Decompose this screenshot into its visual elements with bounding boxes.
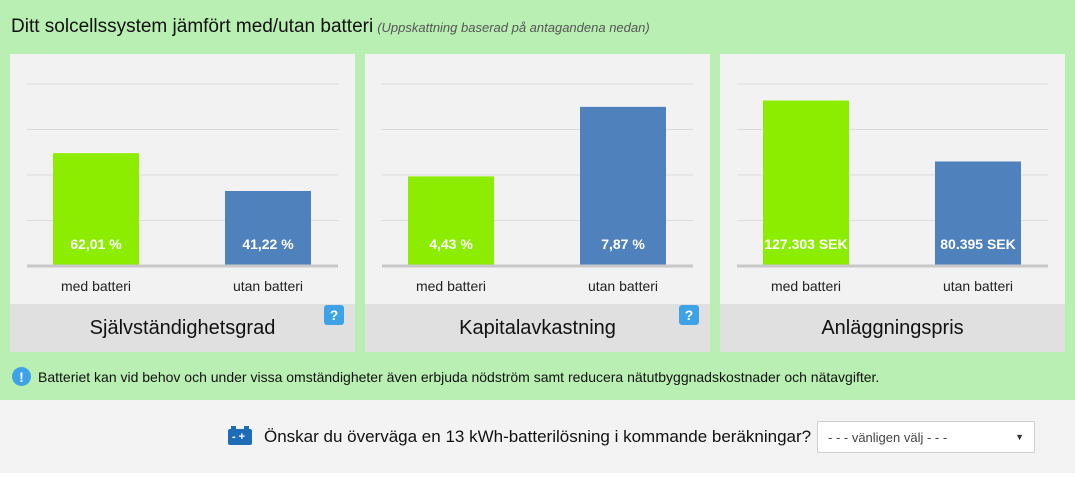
- battery-question: -+ Önskar du överväga en 13 kWh-batteril…: [228, 426, 812, 447]
- battery-question-bar: -+ Önskar du överväga en 13 kWh-batteril…: [0, 400, 1075, 473]
- battery-option-select[interactable]: - - - vänligen välj - - - ▼: [817, 421, 1035, 453]
- question-icon[interactable]: ?: [679, 305, 699, 325]
- chart-card-0: 62,01 % med batteri 41,22 % utan batteri Sj…: [10, 54, 355, 352]
- category-label-1: utan batteri: [588, 278, 658, 294]
- category-label-1: utan batteri: [943, 278, 1013, 294]
- question-icon[interactable]: ?: [324, 305, 344, 325]
- title-subtitle: (Uppskattning baserad på antagandena ned…: [377, 20, 650, 35]
- bar-1-value-label: 41,22 %: [242, 236, 294, 252]
- chart-0-svg: 62,01 % med batteri 41,22 % utan batteri: [27, 83, 338, 294]
- bar-1: [225, 190, 311, 266]
- question-text: Önskar du överväga en 13 kWh-batterilösn…: [264, 427, 812, 446]
- chevron-down-icon: ▼: [1015, 432, 1024, 442]
- comparison-panel: Ditt solcellssystem jämfört med/utan bat…: [0, 0, 1075, 400]
- category-label-0: med batteri: [771, 278, 841, 294]
- chart-1-svg: 4,43 % med batteri 7,87 % utan batteri: [382, 83, 693, 294]
- chart-1-title: Kapitalavkastning: [365, 304, 710, 352]
- bar-1-value-label: 7,87 %: [601, 236, 645, 252]
- select-value: - - - vänligen välj - - -: [828, 429, 948, 445]
- chart-2-svg: 127.303 SEK med batteri 80.395 SEK utan bat…: [737, 83, 1048, 294]
- bar-0: [53, 153, 139, 266]
- bar-1-value-label: 80.395 SEK: [940, 236, 1016, 252]
- battery-icon: -+: [228, 426, 252, 445]
- bar-1: [935, 161, 1021, 266]
- chart-0-title: Självständighetsgrad: [10, 304, 355, 352]
- category-label-0: med batteri: [61, 278, 131, 294]
- bar-0-value-label: 127.303 SEK: [764, 236, 847, 252]
- bar-0-value-label: 62,01 %: [70, 236, 122, 252]
- chart-card-2: 127.303 SEK med batteri 80.395 SEK utan bat…: [720, 54, 1065, 352]
- note-text: Batteriet kan vid behov och under vissa …: [38, 368, 880, 385]
- chart-card-1: 4,43 % med batteri 7,87 % utan batteri Kapi…: [365, 54, 710, 352]
- info-icon: !: [12, 367, 31, 386]
- bar-1: [580, 106, 666, 267]
- page-title: Ditt solcellssystem jämfört med/utan bat…: [11, 16, 650, 38]
- category-label-1: utan batteri: [233, 278, 303, 294]
- bar-0: [763, 100, 849, 266]
- chart-2-title: Anläggningspris: [720, 304, 1065, 352]
- category-label-0: med batteri: [416, 278, 486, 294]
- bar-0: [408, 176, 494, 266]
- battery-note: ! Batteriet kan vid behov och under viss…: [12, 367, 879, 386]
- bar-0-value-label: 4,43 %: [429, 236, 473, 252]
- title-text: Ditt solcellssystem jämfört med/utan bat…: [11, 16, 374, 37]
